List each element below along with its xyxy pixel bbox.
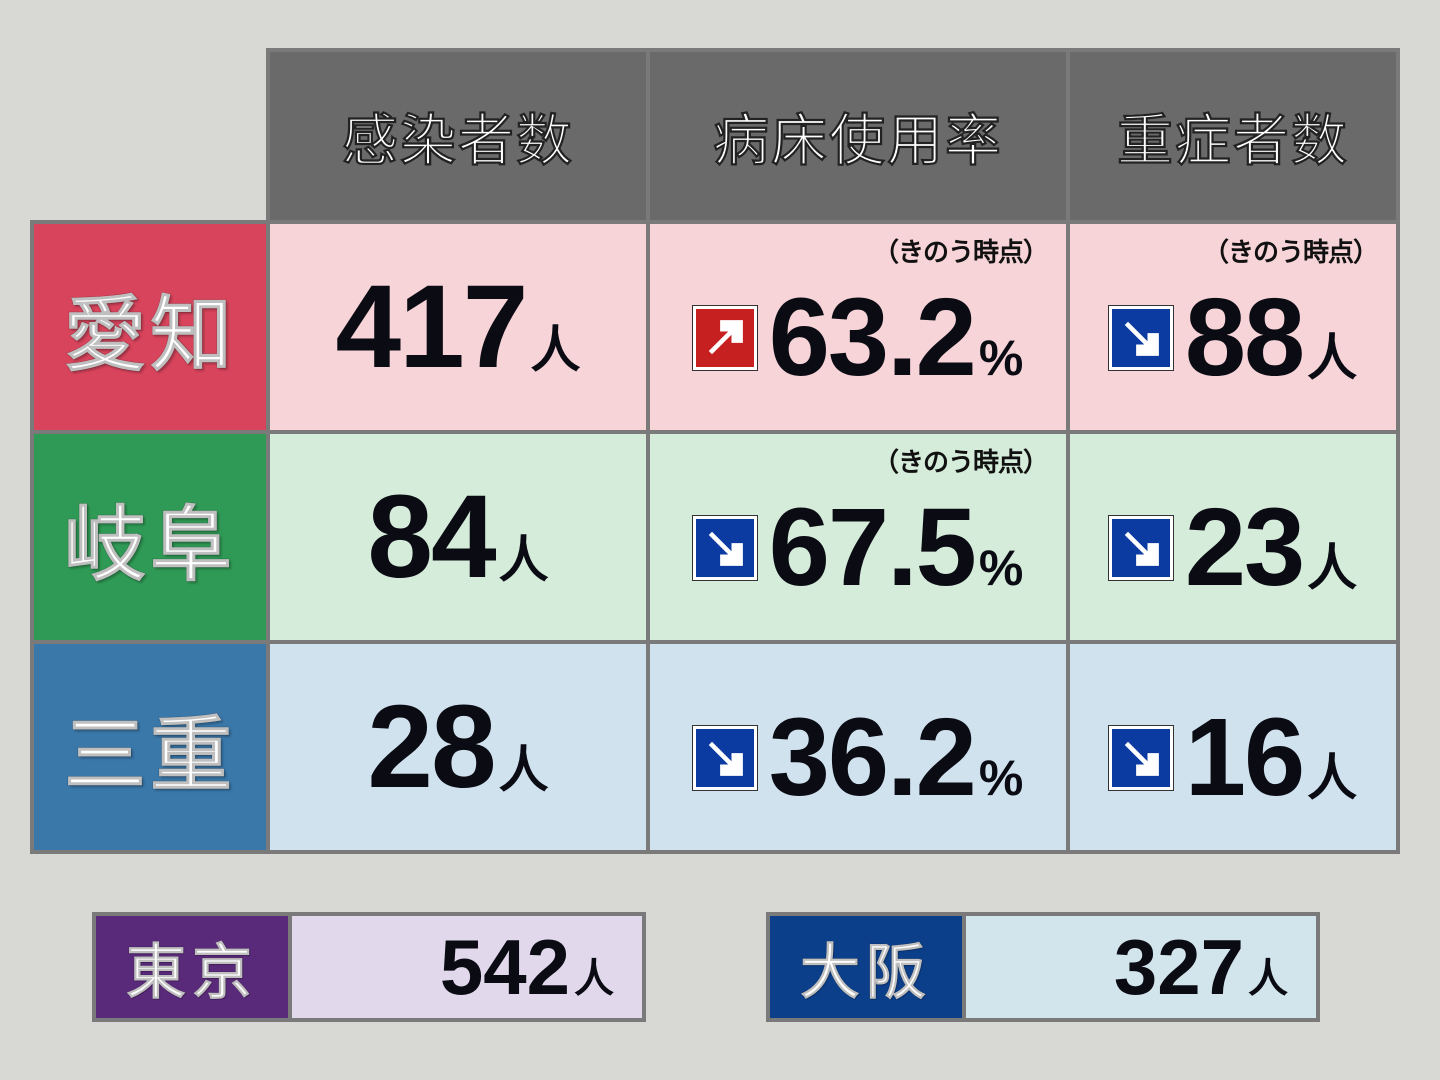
trend-arrow-down-icon — [1109, 726, 1173, 790]
mini-block: 東京542人 — [92, 912, 646, 1022]
cell-unit: % — [979, 543, 1023, 593]
cell-number: 16 — [1185, 703, 1303, 813]
cell-unit: 人 — [499, 535, 549, 585]
cell-value-block: 417人 — [336, 268, 581, 386]
table-row: 愛知417人（きのう時点）63.2%（きのう時点）88人 — [32, 222, 1398, 432]
trend-arrow-up-icon — [693, 306, 757, 370]
col-header-infections: 感染者数 — [268, 50, 648, 222]
cell-bed_rate: （きのう時点）63.2% — [648, 222, 1068, 432]
mini-number: 327 — [1114, 922, 1244, 1013]
cell-note: （きのう時点） — [873, 232, 1048, 269]
bottom-summary-row: 東京542人大阪327人 — [92, 912, 1320, 1022]
cell-unit: 人 — [1307, 543, 1357, 593]
main-panel: 感染者数病床使用率重症者数愛知417人（きのう時点）63.2%（きのう時点）88… — [30, 48, 1410, 854]
mini-block: 大阪327人 — [766, 912, 1320, 1022]
cell-infections: 28人 — [268, 642, 648, 852]
cell-number: 28 — [367, 688, 494, 806]
cell-unit: 人 — [1307, 753, 1357, 803]
cell-value-block: 67.5% — [693, 471, 1024, 603]
cell-severe: 23人 — [1068, 432, 1398, 642]
cell-value-block: 88人 — [1109, 261, 1357, 393]
row-header: 岐阜 — [32, 432, 268, 642]
mini-unit: 人 — [574, 946, 614, 1004]
trend-arrow-down-icon — [693, 516, 757, 580]
cell-bed_rate: 36.2% — [648, 642, 1068, 852]
stats-table: 感染者数病床使用率重症者数愛知417人（きのう時点）63.2%（きのう時点）88… — [30, 48, 1400, 854]
mini-number: 542 — [440, 922, 570, 1013]
col-header-label: 感染者数 — [270, 96, 646, 177]
mini-label: 大阪 — [770, 916, 966, 1018]
cell-number: 36.2 — [769, 703, 975, 813]
mini-value: 327人 — [966, 916, 1316, 1018]
cell-unit: % — [979, 753, 1023, 803]
cell-infections: 417人 — [268, 222, 648, 432]
cell-value-block: 28人 — [367, 688, 548, 806]
table-row: 岐阜84人（きのう時点）67.5%23人 — [32, 432, 1398, 642]
table-row: 三重28人36.2%16人 — [32, 642, 1398, 852]
col-header-label: 重症者数 — [1070, 96, 1396, 177]
cell-value-block: 23人 — [1109, 471, 1357, 603]
trend-arrow-down-icon — [1109, 306, 1173, 370]
trend-arrow-down-icon — [1109, 516, 1173, 580]
col-header-label: 病床使用率 — [650, 96, 1066, 177]
col-header-severe: 重症者数 — [1068, 50, 1398, 222]
cell-number: 88 — [1185, 283, 1303, 393]
row-header: 愛知 — [32, 222, 268, 432]
cell-value-block: 16人 — [1109, 681, 1357, 813]
cell-value-block: 84人 — [367, 478, 548, 596]
cell-severe: 16人 — [1068, 642, 1398, 852]
cell-number: 67.5 — [769, 493, 975, 603]
mini-value: 542人 — [292, 916, 642, 1018]
trend-arrow-down-icon — [693, 726, 757, 790]
cell-number: 84 — [367, 478, 494, 596]
cell-value-block: 36.2% — [693, 681, 1024, 813]
table-corner — [32, 50, 268, 222]
cell-infections: 84人 — [268, 432, 648, 642]
cell-note: （きのう時点） — [873, 442, 1048, 479]
cell-unit: % — [979, 333, 1023, 383]
mini-unit: 人 — [1248, 946, 1288, 1004]
cell-unit: 人 — [1307, 333, 1357, 383]
cell-number: 417 — [336, 268, 527, 386]
row-header: 三重 — [32, 642, 268, 852]
cell-unit: 人 — [530, 325, 580, 375]
cell-note: （きのう時点） — [1203, 232, 1378, 269]
cell-number: 23 — [1185, 493, 1303, 603]
cell-number: 63.2 — [769, 283, 975, 393]
cell-severe: （きのう時点）88人 — [1068, 222, 1398, 432]
cell-bed_rate: （きのう時点）67.5% — [648, 432, 1068, 642]
cell-unit: 人 — [499, 745, 549, 795]
mini-label: 東京 — [96, 916, 292, 1018]
col-header-bed_rate: 病床使用率 — [648, 50, 1068, 222]
cell-value-block: 63.2% — [693, 261, 1024, 393]
